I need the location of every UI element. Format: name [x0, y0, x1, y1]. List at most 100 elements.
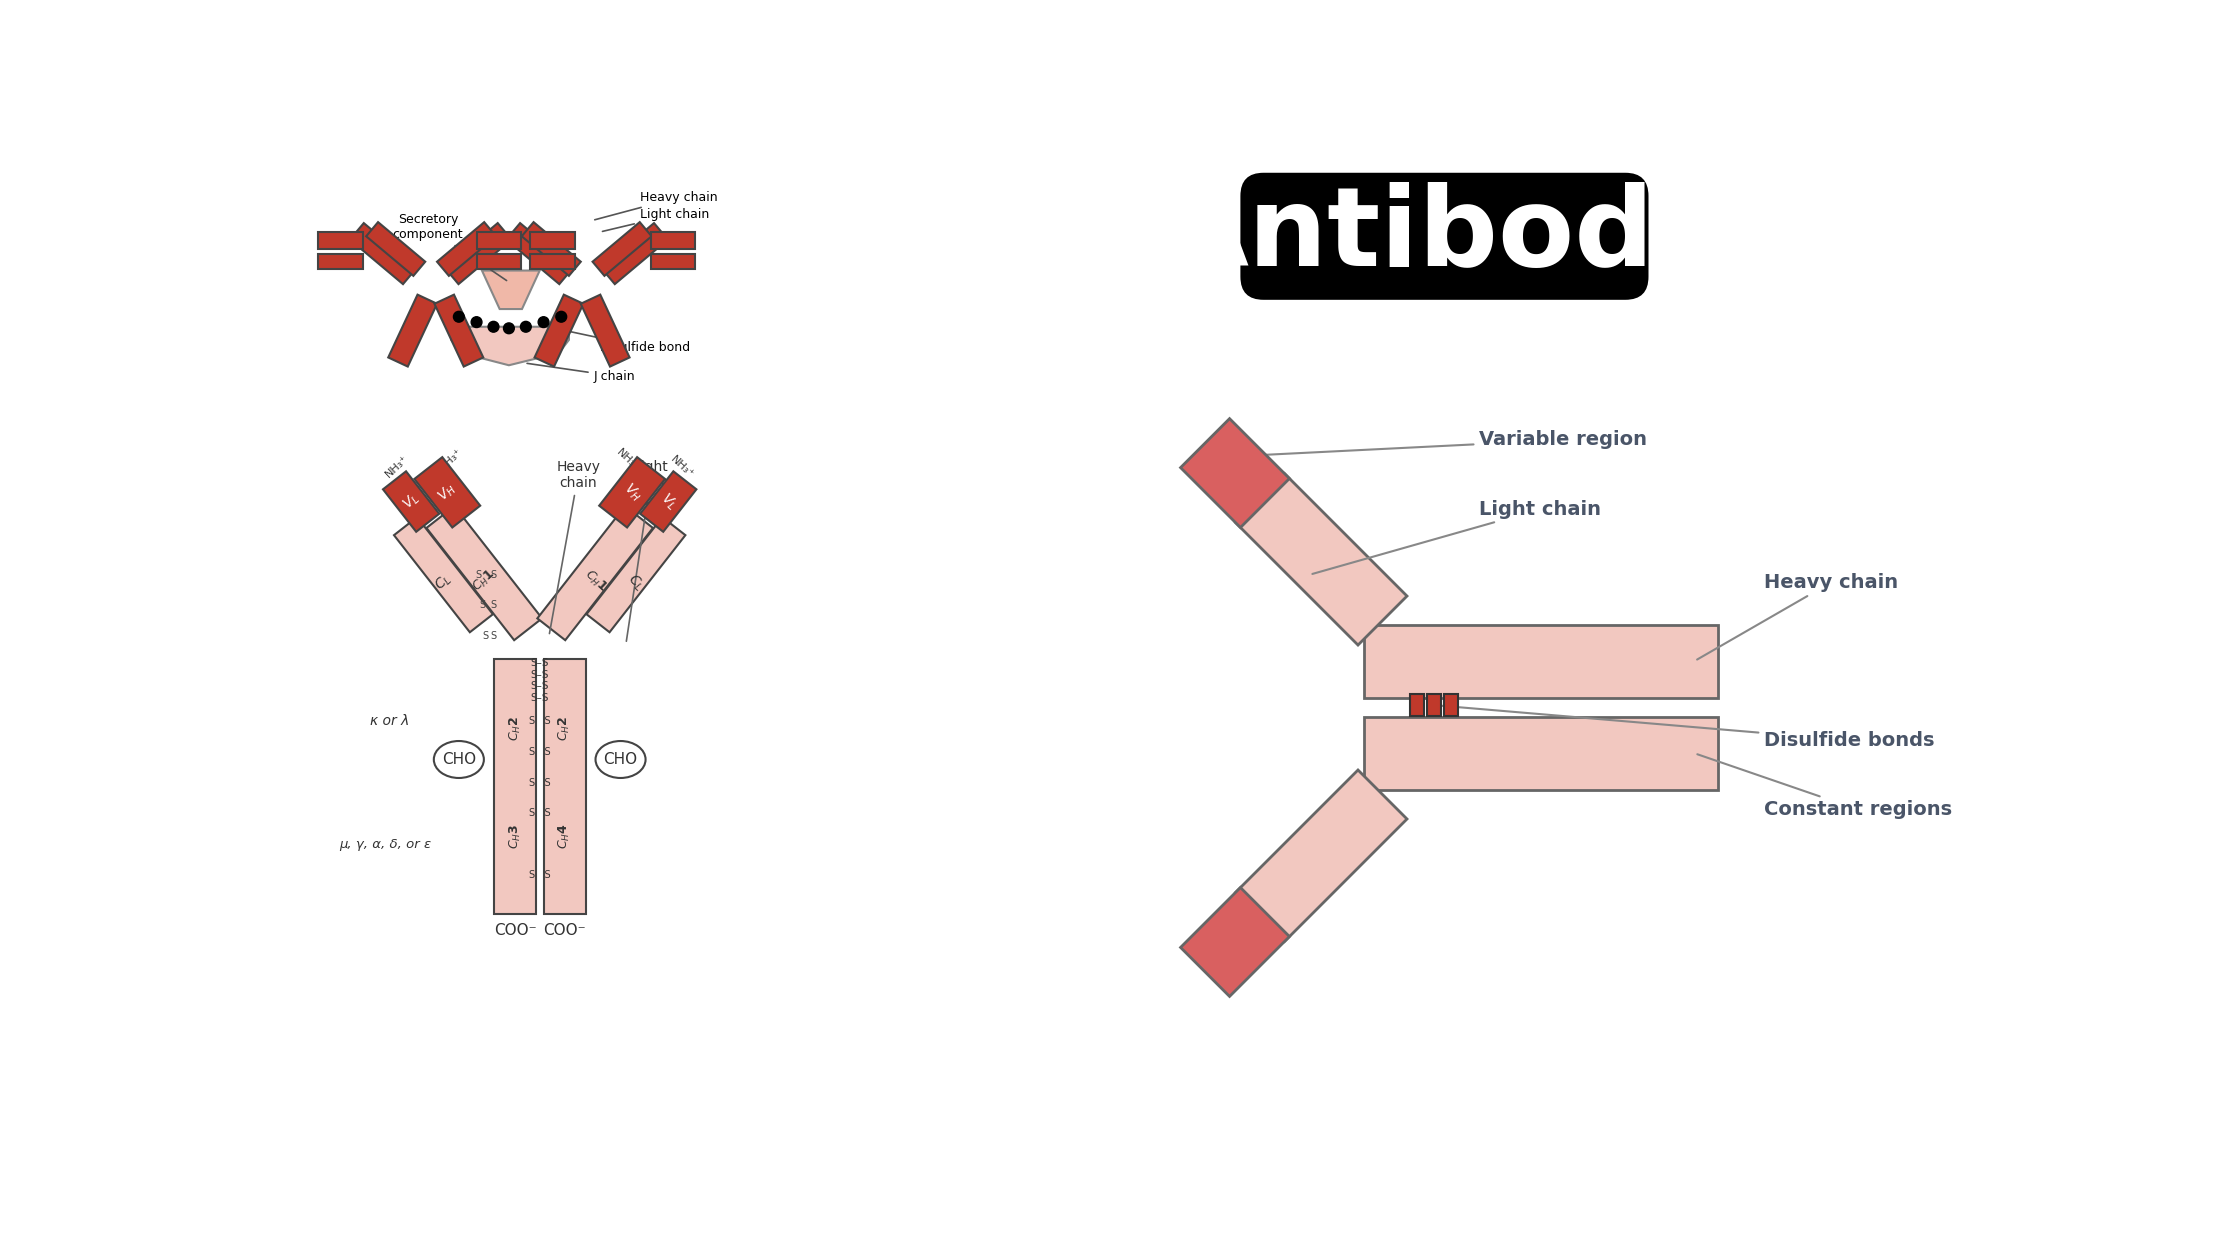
Text: NH₃⁺: NH₃⁺	[670, 454, 697, 480]
Text: Heavy
chain: Heavy chain	[549, 460, 600, 634]
Text: Disulfide bonds: Disulfide bonds	[1434, 706, 1935, 750]
FancyBboxPatch shape	[1241, 173, 1649, 300]
Polygon shape	[506, 223, 573, 285]
Text: Constant regions: Constant regions	[1698, 755, 1951, 819]
Polygon shape	[1180, 418, 1290, 528]
Bar	[1364, 717, 1718, 790]
Polygon shape	[435, 295, 484, 367]
Text: COO⁻: COO⁻	[542, 922, 585, 937]
Bar	[318, 253, 363, 270]
Bar	[531, 253, 576, 270]
Polygon shape	[522, 222, 580, 276]
Text: S   S: S S	[529, 777, 551, 788]
Text: $V_L$: $V_L$	[399, 490, 423, 513]
Bar	[1409, 694, 1425, 716]
Text: S   S: S S	[529, 747, 551, 757]
Polygon shape	[365, 222, 426, 276]
Polygon shape	[1236, 474, 1407, 645]
Circle shape	[452, 311, 464, 323]
Text: S: S	[479, 601, 486, 611]
Text: S   S: S S	[529, 869, 551, 879]
Text: $C_H$2: $C_H$2	[558, 716, 571, 741]
Text: CHO: CHO	[441, 752, 475, 767]
Polygon shape	[450, 326, 569, 365]
Polygon shape	[426, 507, 542, 640]
Text: Heavy chain: Heavy chain	[1698, 573, 1897, 659]
Bar	[531, 232, 576, 249]
Text: κ or λ: κ or λ	[370, 714, 410, 728]
Bar	[1427, 694, 1440, 716]
Text: Antibody: Antibody	[1163, 183, 1727, 290]
Text: NH₃⁺: NH₃⁺	[383, 454, 410, 480]
Text: Light
chain: Light chain	[627, 460, 670, 641]
Circle shape	[504, 323, 515, 334]
Circle shape	[470, 316, 482, 328]
Text: CHO: CHO	[603, 752, 638, 767]
Text: Heavy chain: Heavy chain	[596, 192, 717, 219]
Ellipse shape	[435, 741, 484, 777]
Polygon shape	[414, 457, 479, 528]
Polygon shape	[394, 517, 493, 633]
Text: $C_L$: $C_L$	[432, 571, 455, 593]
Text: S–S: S–S	[531, 682, 549, 692]
Text: NH₃⁺: NH₃⁺	[614, 447, 641, 472]
Polygon shape	[535, 295, 582, 367]
Bar	[477, 253, 522, 270]
Text: $V_H$: $V_H$	[620, 480, 645, 505]
Text: NH₃⁺: NH₃⁺	[437, 447, 464, 472]
Text: S   S: S S	[529, 716, 551, 726]
Text: S–S: S–S	[531, 693, 549, 703]
Text: Light chain: Light chain	[1313, 500, 1602, 575]
Polygon shape	[600, 223, 668, 285]
Bar	[650, 253, 694, 270]
Text: S   S: S S	[529, 809, 551, 819]
Text: S: S	[475, 570, 482, 580]
Text: J chain: J chain	[526, 363, 636, 383]
Polygon shape	[383, 471, 439, 532]
Polygon shape	[594, 222, 652, 276]
Polygon shape	[538, 507, 652, 640]
Polygon shape	[349, 223, 417, 285]
Text: COO⁻: COO⁻	[493, 922, 535, 937]
Text: S: S	[491, 631, 497, 641]
Text: $C_H$2: $C_H$2	[508, 716, 522, 741]
Text: Variable region: Variable region	[1212, 431, 1646, 457]
Circle shape	[488, 321, 500, 333]
Polygon shape	[444, 223, 511, 285]
Text: μ, γ, α, δ, or ε: μ, γ, α, δ, or ε	[340, 838, 432, 851]
Text: Light chain: Light chain	[603, 208, 710, 232]
Text: Disulfide bond: Disulfide bond	[551, 328, 690, 354]
Bar	[493, 659, 535, 914]
Circle shape	[556, 311, 567, 323]
Text: $C_H$1: $C_H$1	[470, 567, 500, 595]
Bar	[477, 232, 522, 249]
Circle shape	[520, 321, 531, 333]
Polygon shape	[482, 271, 540, 309]
Polygon shape	[1180, 887, 1290, 997]
Bar	[544, 659, 587, 914]
Text: S: S	[491, 601, 497, 611]
Polygon shape	[598, 457, 665, 528]
Ellipse shape	[596, 741, 645, 777]
Text: S–S: S–S	[531, 670, 549, 680]
Circle shape	[538, 316, 549, 328]
Text: $C_H$3: $C_H$3	[508, 824, 522, 849]
Text: Secretory
component: Secretory component	[392, 213, 506, 281]
Polygon shape	[437, 222, 495, 276]
Bar	[650, 232, 694, 249]
Polygon shape	[587, 517, 685, 633]
Polygon shape	[641, 471, 697, 532]
Polygon shape	[388, 295, 437, 367]
Text: $V_L$: $V_L$	[656, 490, 681, 513]
Text: $V_H$: $V_H$	[435, 480, 459, 505]
Polygon shape	[580, 295, 629, 367]
Bar	[1364, 625, 1718, 698]
Text: $C_H$4: $C_H$4	[558, 824, 571, 849]
Text: S: S	[484, 631, 488, 641]
Bar	[1443, 694, 1458, 716]
Text: $C_H$1: $C_H$1	[580, 567, 609, 595]
Text: S–S: S–S	[531, 658, 549, 668]
Text: S: S	[491, 570, 497, 580]
Polygon shape	[1236, 770, 1407, 941]
Bar	[318, 232, 363, 249]
